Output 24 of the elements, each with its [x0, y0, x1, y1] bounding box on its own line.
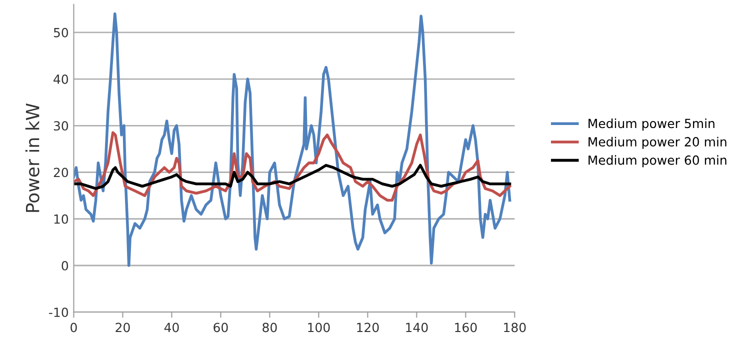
line-series [74, 12, 512, 267]
x-tick-label: 80 [262, 322, 277, 332]
y-axis-title: Power in kW [25, 103, 40, 212]
x-tick-label: 60 [214, 322, 228, 332]
x-tick-label: 160 [455, 322, 477, 332]
y-tick-label: 40 [54, 74, 68, 84]
legend-label: Medium power 5min [588, 118, 714, 131]
y-tick-label: 10 [54, 214, 68, 224]
legend-label: Medium power 60 min [588, 155, 726, 168]
y-tick-label: -10 [49, 308, 68, 318]
x-tick-label: 120 [357, 322, 379, 332]
line-series [74, 131, 512, 202]
x-tick-label: 0 [70, 322, 77, 332]
x-tick-label: 40 [164, 322, 179, 332]
line-series [74, 164, 512, 190]
x-tick-label: 180 [504, 322, 526, 332]
y-tick-label: 30 [54, 121, 68, 131]
x-tick-label: 140 [406, 322, 428, 332]
y-tick-label: 20 [54, 168, 68, 178]
legend-label: Medium power 20 min [588, 136, 726, 149]
y-tick-label: 0 [62, 260, 68, 270]
x-tick-label: 100 [308, 322, 330, 332]
y-tick-label: 50 [54, 28, 68, 38]
x-tick-label: 20 [116, 322, 130, 332]
